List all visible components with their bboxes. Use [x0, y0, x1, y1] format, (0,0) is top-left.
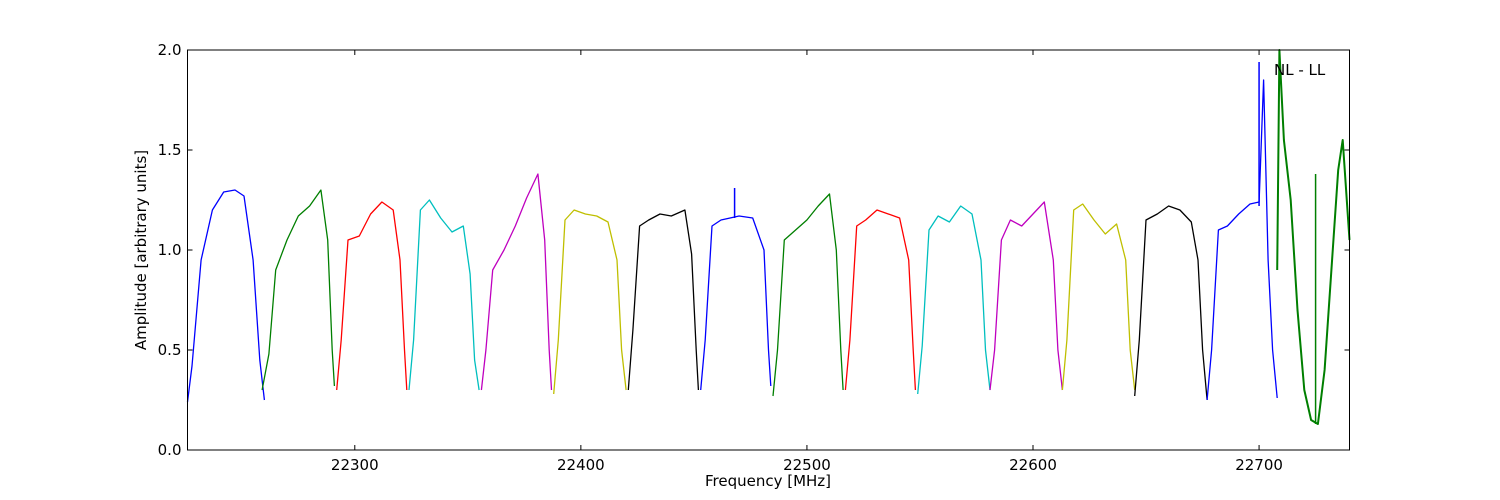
x-tick-label-5: 22700	[1235, 456, 1283, 474]
plot-frame	[187, 49, 1350, 451]
series-line-12	[989, 201, 1064, 391]
series-line-11	[917, 205, 991, 395]
y-tick-label-4: 1.5	[158, 141, 182, 159]
series-line-3	[336, 201, 408, 391]
x-tick-label-2: 22400	[557, 456, 605, 474]
series-line-7	[627, 209, 700, 391]
series-line-14	[1134, 205, 1208, 401]
spike-layer	[733, 62, 1317, 424]
tick-layer: 22300 22400 22500 22600 22700 0.0 0.5 1.0 1.5 2.0	[158, 41, 1350, 474]
series-line-13	[1061, 203, 1136, 391]
x-axis-title: Frequency [MHz]	[705, 472, 831, 490]
series-line-2	[261, 189, 336, 391]
series-line-5	[480, 173, 553, 391]
series-line-16	[1276, 49, 1351, 425]
series-line-15	[1206, 79, 1278, 401]
y-tick-label-2: 0.5	[158, 341, 182, 359]
series-line-10	[844, 209, 917, 391]
series-line-6	[553, 209, 627, 395]
series-line-1	[186, 189, 266, 403]
series-line-8	[700, 215, 772, 391]
series-layer	[186, 49, 1351, 425]
y-axis-title: Amplitude [arbitrary units]	[132, 150, 150, 350]
x-tick-label-4: 22600	[1009, 456, 1057, 474]
y-tick-label-5: 2.0	[158, 41, 182, 59]
y-tick-label-1: 0.0	[158, 441, 182, 459]
x-tick-label-1: 22300	[331, 456, 379, 474]
series-line-9	[772, 193, 844, 397]
series-line-4	[408, 199, 480, 391]
x-tick-label-3: 22500	[783, 456, 831, 474]
annotation-label: NL - LL	[1274, 61, 1326, 79]
y-tick-label-3: 1.0	[158, 241, 182, 259]
